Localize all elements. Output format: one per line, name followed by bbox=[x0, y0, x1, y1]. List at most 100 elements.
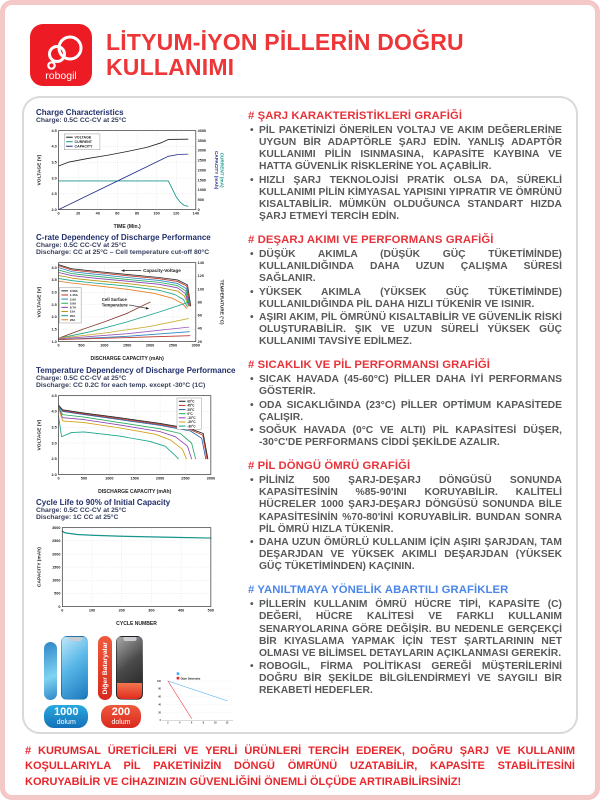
svg-text:1000: 1000 bbox=[198, 188, 206, 192]
bullet-item: SOĞUK HAVADA (0°C VE ALTI) PİL KAPASİTES… bbox=[248, 425, 562, 449]
svg-text:0°C: 0°C bbox=[187, 411, 193, 415]
section-heading: # ŞARJ KARAKTERİSTİKLERİ GRAFİĞİ bbox=[248, 110, 463, 122]
svg-text:8.7A: 8.7A bbox=[70, 306, 77, 310]
svg-text:80: 80 bbox=[159, 688, 162, 690]
svg-text:TEMPERATURE (°C): TEMPERATURE (°C) bbox=[220, 280, 224, 325]
svg-text:Diğer Bataryalar: Diğer Bataryalar bbox=[181, 676, 201, 680]
svg-text:3.5: 3.5 bbox=[51, 161, 56, 165]
bullet-item: PİL PAKETİNİZİ ÖNERİLEN VOLTAJ VE AKIM D… bbox=[248, 125, 562, 174]
svg-text:CAPACITY (mAh): CAPACITY (mAh) bbox=[37, 547, 43, 587]
crate-discharge-chart: 0 500 1000 1500 2000 2500 3000 1.0 1.5 2.0 2.5 3.0 3… bbox=[37, 261, 224, 362]
section-temperature-performance: # SICAKLIK VE PİL PERFORMANSI GRAFİĞİ SI… bbox=[248, 359, 562, 449]
svg-text:2500: 2500 bbox=[181, 476, 189, 480]
chart-subtitle: Discharge: CC 0.2C for each temp. except… bbox=[36, 381, 206, 389]
blue-battery-bar bbox=[44, 642, 58, 701]
svg-text:3.5: 3.5 bbox=[51, 278, 56, 282]
other-brands-banner-text: Diğer Bataryalar bbox=[101, 641, 109, 695]
section-heading: # DEŞARJ AKIMI VE PERFORMANS GRAFİĞİ bbox=[248, 234, 494, 247]
bullet-item: PİLİNİZ 500 ŞARJ-DEŞARJ DÖNGÜSÜ SONUNDA … bbox=[248, 475, 562, 536]
svg-text:140: 140 bbox=[193, 211, 199, 215]
svg-text:3.0: 3.0 bbox=[51, 441, 56, 445]
svg-text:12: 12 bbox=[226, 722, 229, 724]
svg-text:VOLTAGE (V): VOLTAGE (V) bbox=[37, 154, 43, 185]
svg-text:0: 0 bbox=[58, 344, 60, 348]
svg-text:0: 0 bbox=[58, 476, 60, 480]
chart-title: Charge Characteristics bbox=[36, 108, 124, 117]
svg-text:20: 20 bbox=[198, 340, 202, 344]
charge-characteristics-panel: Charge Characteristics Charge: 0.5C CC-C… bbox=[36, 108, 238, 230]
svg-text:40: 40 bbox=[198, 327, 202, 331]
svg-text:CAPACITY (mAh): CAPACITY (mAh) bbox=[214, 151, 219, 190]
svg-text:500: 500 bbox=[81, 476, 87, 480]
svg-text:45°C: 45°C bbox=[187, 403, 195, 407]
other-brands-banner: Diğer Bataryalar bbox=[98, 636, 113, 701]
cycles-value: 200 bbox=[111, 706, 131, 719]
robogil-logo: robogil bbox=[30, 24, 92, 86]
svg-text:20: 20 bbox=[76, 211, 80, 215]
temperature-discharge-panel: Temperature Dependency of Discharge Perf… bbox=[36, 366, 238, 495]
svg-text:2.0: 2.0 bbox=[51, 208, 56, 212]
svg-text:4.0: 4.0 bbox=[51, 409, 56, 413]
svg-text:3.0: 3.0 bbox=[51, 176, 56, 180]
svg-text:1500: 1500 bbox=[198, 178, 206, 182]
robogil-battery-group: 1000 dolum bbox=[44, 636, 89, 729]
chart-subtitle: Discharge: CC at 25°C – Cell temperature… bbox=[36, 249, 210, 257]
svg-text:DISCHARGE CAPACITY (mAh): DISCHARGE CAPACITY (mAh) bbox=[91, 356, 165, 362]
robogil-cycles-badge: 1000 dolum bbox=[44, 705, 89, 729]
bullet-item: ROBOGİL, FİRMA POLİTİKASI GEREĞİ MÜŞTERİ… bbox=[248, 661, 562, 697]
svg-text:60°C: 60°C bbox=[187, 399, 195, 403]
svg-text:4.5: 4.5 bbox=[51, 129, 56, 133]
svg-text:10: 10 bbox=[214, 722, 217, 724]
robogil-logo-icon: robogil bbox=[45, 35, 83, 82]
svg-text:0: 0 bbox=[61, 608, 63, 612]
svg-text:DISCHARGE CAPACITY (mAh): DISCHARGE CAPACITY (mAh) bbox=[98, 489, 172, 495]
svg-text:1.0: 1.0 bbox=[51, 340, 56, 344]
svg-text:20A: 20A bbox=[70, 314, 76, 318]
chart-title: Cycle Life to 90% of Initial Capacity bbox=[36, 497, 171, 507]
svg-text:3500: 3500 bbox=[198, 139, 206, 143]
svg-text:2.0: 2.0 bbox=[51, 315, 56, 319]
svg-text:1.45A: 1.45A bbox=[70, 293, 79, 297]
svg-text:Cell Surface: Cell Surface bbox=[102, 297, 128, 302]
page-title-line2: KULLANIMI bbox=[106, 54, 235, 80]
svg-text:VOLTAGE (V): VOLTAGE (V) bbox=[37, 287, 43, 318]
section-heading: # PİL DÖNGÜ ÖMRÜ GRAFİĞİ bbox=[248, 460, 411, 473]
chart-title: Temperature Dependency of Discharge Perf… bbox=[36, 365, 236, 375]
svg-text:2.5: 2.5 bbox=[51, 192, 56, 196]
svg-text:500: 500 bbox=[198, 198, 204, 202]
svg-text:60: 60 bbox=[198, 314, 202, 318]
svg-text:0.58A: 0.58A bbox=[70, 289, 79, 293]
section-charge-characteristics: # ŞARJ KARAKTERİSTİKLERİ GRAFİĞİ PİL PAK… bbox=[248, 110, 562, 223]
svg-text:120: 120 bbox=[198, 274, 204, 278]
svg-text:8: 8 bbox=[203, 722, 205, 724]
section-heading: # YANILTMAYA YÖNELİK ABARTILI GRAFİKLER bbox=[248, 584, 509, 597]
svg-text:-10°C: -10°C bbox=[187, 416, 196, 420]
bullet-item: HIZLI ŞARJ TEKNOLOJİSİ PRATİK OLSA DA, S… bbox=[248, 175, 562, 224]
charts-column: Charge Characteristics Charge: 0.5C CC-C… bbox=[32, 106, 238, 729]
svg-text:CAPACITY: CAPACITY bbox=[75, 144, 94, 148]
svg-text:Capacity-Voltage: Capacity-Voltage bbox=[143, 268, 181, 273]
svg-text:25°C: 25°C bbox=[187, 407, 195, 411]
content-card: Charge Characteristics Charge: 0.5C CC-C… bbox=[22, 96, 578, 734]
svg-text:15A: 15A bbox=[70, 310, 76, 314]
svg-text:1500: 1500 bbox=[131, 476, 139, 480]
svg-text:2500: 2500 bbox=[52, 539, 60, 543]
bullet-item: PİLLERİN KULLANIM ÖMRÜ HÜCRE TİPİ, KAPAS… bbox=[248, 599, 562, 660]
svg-text:80: 80 bbox=[198, 301, 202, 305]
svg-text:60: 60 bbox=[115, 211, 119, 215]
svg-text:1500: 1500 bbox=[52, 565, 60, 569]
svg-text:CURRENT: CURRENT bbox=[75, 140, 93, 144]
svg-text:0: 0 bbox=[198, 208, 200, 212]
section-cycle-life: # PİL DÖNGÜ ÖMRÜ GRAFİĞİ PİLİNİZ 500 ŞAR… bbox=[248, 460, 562, 573]
temperature-discharge-chart: 0 500 1000 1500 2000 2500 3000 2.0 2.5 3.0 3.5 4.0 4… bbox=[37, 393, 215, 495]
svg-text:3.5: 3.5 bbox=[51, 425, 56, 429]
svg-text:100: 100 bbox=[89, 608, 95, 612]
svg-text:300: 300 bbox=[148, 608, 154, 612]
svg-text:1500: 1500 bbox=[123, 344, 131, 348]
svg-text:100: 100 bbox=[153, 211, 159, 215]
svg-text:robogil: robogil bbox=[45, 70, 77, 82]
svg-text:2.9A: 2.9A bbox=[70, 298, 77, 302]
cycles-value: 1000 bbox=[54, 706, 79, 719]
svg-text:2000: 2000 bbox=[146, 344, 154, 348]
svg-text:500: 500 bbox=[54, 592, 60, 596]
